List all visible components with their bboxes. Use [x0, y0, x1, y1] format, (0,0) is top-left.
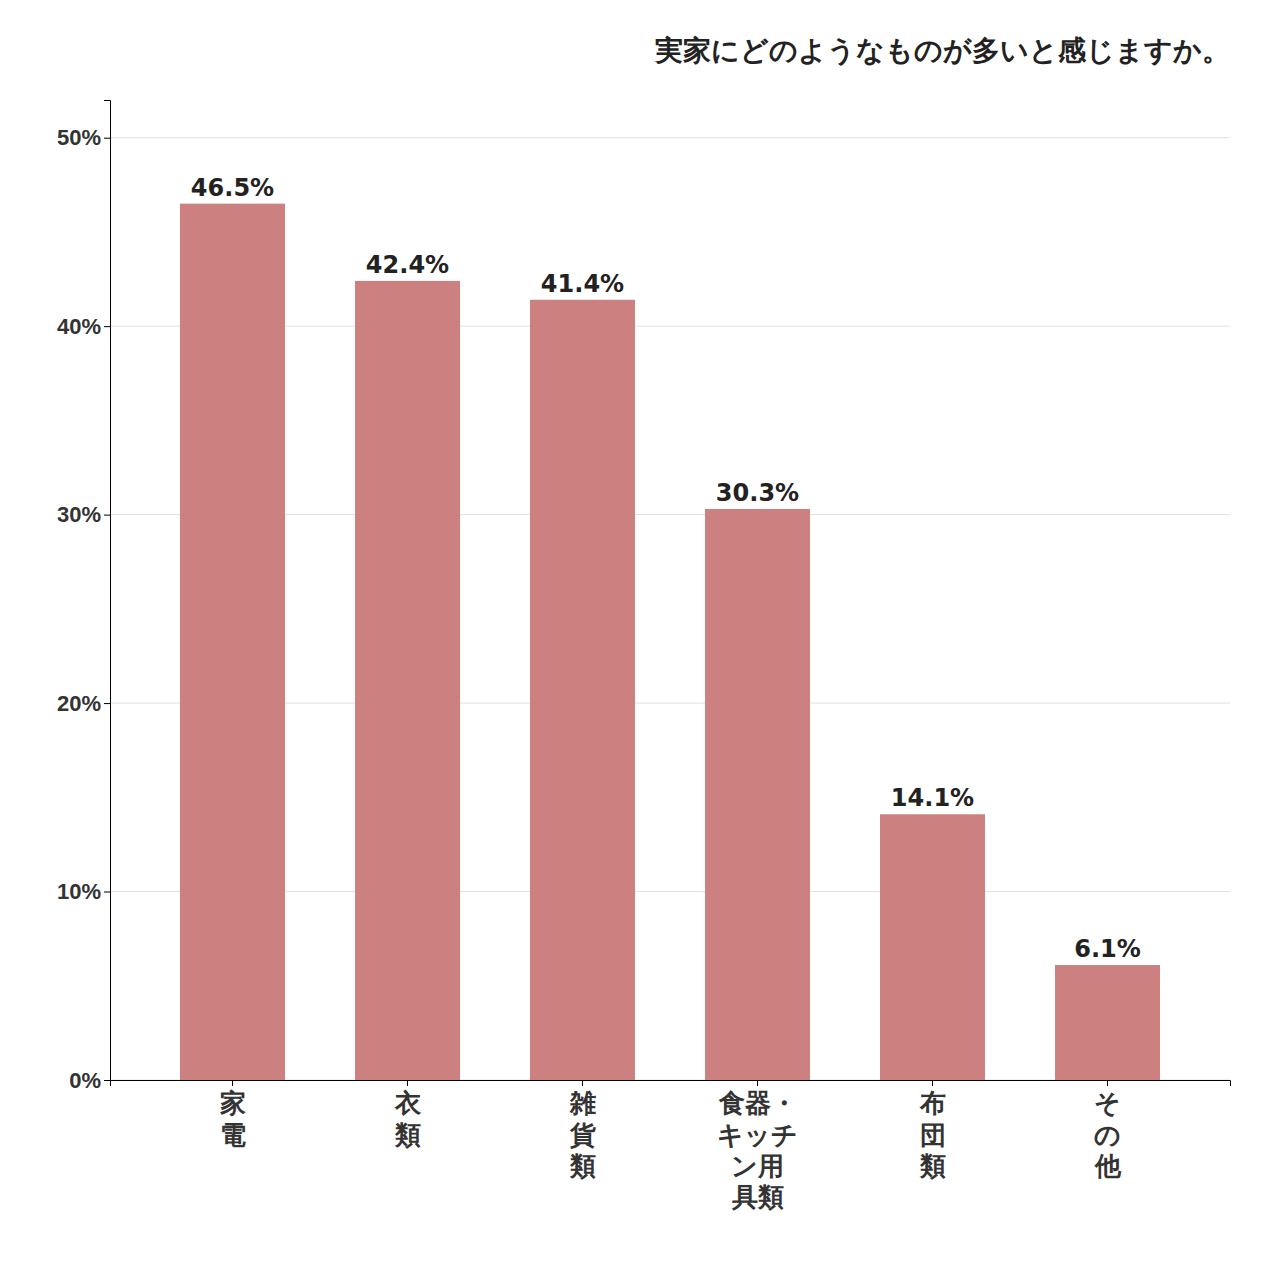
tick-mark: [104, 138, 110, 139]
tick-label: 家電: [219, 1088, 246, 1149]
data-label: 42.4%: [366, 251, 449, 279]
grid-line: [110, 137, 1230, 138]
tick: 雑貨類: [569, 1080, 596, 1181]
x-axis: 家電衣類雑貨類食器・キッチン用具類布団類その他: [111, 1080, 1231, 1212]
tick-label-line: そ: [1094, 1088, 1121, 1118]
tick-label: その他: [1094, 1088, 1122, 1180]
tick-mark: [104, 1080, 110, 1081]
tick-mark: [932, 1080, 933, 1086]
tick: 20%: [57, 691, 110, 716]
tick-label-line: 電: [220, 1120, 246, 1150]
tick-label: 雑貨類: [569, 1088, 596, 1180]
data-label: 46.5%: [191, 174, 274, 202]
data-label: 41.4%: [541, 270, 624, 298]
tick-label: 30%: [57, 502, 101, 527]
tick-label-line: 類: [569, 1151, 596, 1181]
plot: 0%10%20%30%40%50%家電衣類雑貨類食器・キッチン用具類布団類その他…: [57, 101, 1231, 1213]
tick-label-line: キッチ: [717, 1120, 798, 1150]
tick: 10%: [57, 879, 110, 904]
tick-label-line: 雑: [569, 1088, 596, 1118]
tick-label-line: 家: [219, 1088, 246, 1118]
bar: [1055, 965, 1160, 1080]
tick-label-line: ン用: [731, 1151, 784, 1181]
tick-label-line: 衣: [394, 1088, 422, 1118]
tick-label-line: の: [1094, 1120, 1121, 1150]
tick-mark: [582, 1080, 583, 1086]
tick-label-line: 類: [919, 1151, 946, 1181]
bar: [880, 814, 985, 1080]
tick: 0%: [69, 1068, 110, 1093]
tick-label: 食器・キッチン用具類: [717, 1088, 798, 1212]
y-axis: 0% 10% 20% 30% 40% 50%: [57, 101, 111, 1093]
tick-label: 衣類: [394, 1088, 422, 1149]
tick: 40%: [57, 314, 110, 339]
data-label: 30.3%: [716, 479, 799, 507]
tick-label-line: 布: [919, 1088, 946, 1118]
tick-mark: [104, 892, 110, 893]
tick: 食器・キッチン用具類: [717, 1080, 798, 1212]
tick-label-line: 他: [1094, 1151, 1122, 1181]
tick-label: 0%: [69, 1068, 101, 1093]
tick-mark: [1107, 1080, 1108, 1086]
bar: [705, 509, 810, 1080]
tick: 50%: [57, 125, 110, 150]
grid: [110, 138, 1230, 1080]
tick-label-line: 団: [920, 1120, 946, 1150]
tick-label: 50%: [57, 125, 101, 150]
data-label: 6.1%: [1074, 935, 1141, 963]
tick-mark: [407, 1080, 408, 1086]
tick-label-line: 具類: [731, 1182, 784, 1212]
bar: [355, 281, 460, 1080]
tick-label-line: 貨: [569, 1120, 596, 1150]
tick-mark: [104, 515, 110, 516]
data-label: 14.1%: [891, 784, 974, 812]
tick: 衣類: [394, 1080, 422, 1150]
chart: 0%10%20%30%40%50%家電衣類雑貨類食器・キッチン用具類布団類その他…: [0, 0, 1280, 1280]
axis-line: [111, 1081, 1231, 1087]
tick-mark: [104, 703, 110, 704]
bar: [180, 204, 285, 1080]
data-labels: 46.5% 42.4% 41.4% 30.3% 14.1% 6.1%: [191, 174, 1141, 963]
tick-label: 20%: [57, 691, 101, 716]
tick-label: 10%: [57, 879, 101, 904]
tick-mark: [104, 326, 110, 327]
title: 実家にどのようなものが多いと感じますか。: [654, 34, 1230, 67]
tick-label: 布団類: [919, 1088, 946, 1180]
tick-label-line: 類: [394, 1120, 421, 1150]
tick: 30%: [57, 502, 110, 527]
tick: 家電: [219, 1080, 246, 1150]
axis-line: [104, 101, 111, 1081]
tick: 布団類: [919, 1080, 946, 1181]
tick-label-line: 食器・: [718, 1088, 797, 1118]
tick-label: 40%: [57, 314, 101, 339]
tick-mark: [232, 1080, 233, 1086]
tick-mark: [757, 1080, 758, 1086]
tick: その他: [1094, 1080, 1122, 1181]
bar: [530, 300, 635, 1080]
bars: [180, 204, 1160, 1080]
